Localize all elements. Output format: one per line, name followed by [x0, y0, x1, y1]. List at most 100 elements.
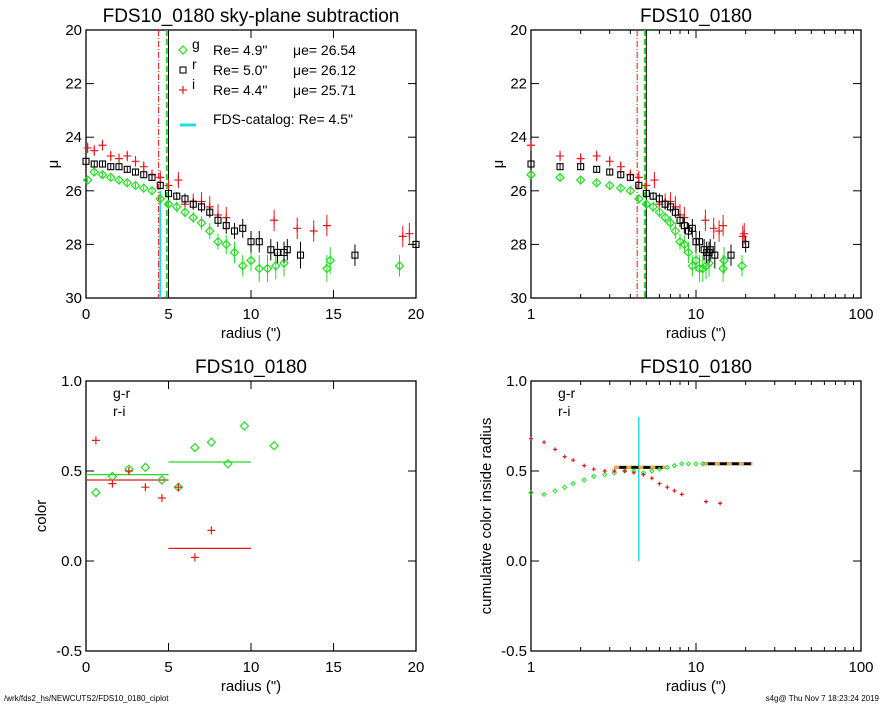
- y-tick-label: 0.0: [506, 553, 527, 570]
- data-point-gr: [223, 458, 233, 469]
- data-point-g: [322, 263, 332, 274]
- data-point-ri: [718, 501, 723, 506]
- x-tick-label: 5: [164, 306, 172, 323]
- legend-re-i: Re= 4.4": [213, 82, 267, 98]
- data-point-r: [140, 171, 148, 179]
- data-point-r: [283, 246, 291, 254]
- data-point-gr: [552, 488, 558, 494]
- x-tick-label: 10: [243, 659, 260, 676]
- x-tick-label: 15: [325, 659, 342, 676]
- data-point-r: [635, 181, 643, 189]
- data-point-r: [197, 203, 206, 211]
- y-tick-label: -0.5: [56, 643, 82, 660]
- x-tick-label: 1: [527, 306, 535, 323]
- data-point-g: [679, 239, 690, 250]
- data-point-r: [181, 195, 189, 203]
- data-point-r: [131, 168, 140, 176]
- data-point-r: [255, 238, 263, 246]
- legend-mu-i: μe= 25.71: [293, 82, 356, 98]
- data-point-ri: [91, 436, 100, 445]
- data-point-ri: [641, 472, 646, 477]
- data-point-r: [593, 165, 601, 173]
- data-point-ri: [529, 436, 533, 441]
- data-point-gr: [561, 484, 568, 490]
- data-point-i: [592, 151, 601, 160]
- data-point-g: [229, 247, 240, 258]
- data-point-r: [206, 208, 214, 216]
- data-point-g: [180, 207, 190, 218]
- data-point-g: [575, 175, 586, 185]
- data-point-g: [625, 185, 636, 196]
- data-point-gr: [190, 442, 200, 453]
- data-point-i: [650, 176, 659, 185]
- data-point-g: [130, 180, 141, 191]
- data-point-r: [273, 248, 281, 256]
- data-point-g: [719, 255, 729, 266]
- data-point-r: [617, 171, 625, 179]
- chart-title: FDS10_0180 sky-plane subtraction: [103, 6, 400, 27]
- y-axis-label: μ: [45, 160, 62, 169]
- data-point-gr: [602, 471, 608, 478]
- data-point-r: [189, 200, 197, 208]
- data-point-g: [155, 193, 166, 204]
- data-point-i: [106, 151, 115, 160]
- y-tick-label: 26: [65, 183, 82, 200]
- data-point-gr: [679, 461, 685, 467]
- data-point-r: [695, 238, 704, 246]
- y-axis-label: cumulative color inside radius: [478, 418, 495, 615]
- data-point-g: [122, 177, 133, 188]
- data-point-g: [237, 260, 248, 271]
- data-point-i: [715, 227, 724, 235]
- data-point-ri: [622, 469, 627, 473]
- data-point-r: [230, 227, 239, 235]
- y-tick-label: 0.5: [506, 463, 527, 480]
- data-point-ri: [602, 469, 607, 473]
- data-point-g: [204, 226, 215, 236]
- data-point-r: [156, 181, 164, 189]
- y-tick-label: 28: [510, 236, 527, 253]
- y-tick-label: 24: [510, 129, 527, 146]
- data-point-ri: [174, 483, 183, 492]
- chart-title: FDS10_0180: [640, 6, 752, 27]
- footer-timestamp: s4g@ Thu Nov 7 18:23:24 2019: [765, 694, 879, 703]
- data-point-i: [293, 224, 302, 233]
- data-point-r: [239, 224, 247, 232]
- data-point-i: [709, 224, 718, 233]
- x-axis-label: radius ("): [666, 325, 726, 342]
- y-tick-label: 20: [510, 22, 527, 39]
- data-point-r: [173, 192, 181, 200]
- data-point-g: [221, 239, 232, 250]
- data-point-r: [148, 173, 156, 181]
- data-point-gr: [107, 471, 118, 482]
- y-axis-label: color: [33, 500, 50, 533]
- data-point-r: [267, 246, 275, 254]
- data-point-g: [213, 236, 223, 247]
- data-point-r: [727, 251, 735, 259]
- data-point-gr: [528, 489, 534, 496]
- data-point-r: [556, 163, 564, 171]
- x-tick-label: 100: [848, 659, 873, 676]
- y-tick-label: 30: [510, 290, 527, 307]
- data-point-gr: [693, 461, 699, 467]
- data-point-i: [83, 143, 92, 152]
- data-point-i: [616, 162, 625, 171]
- legend-re-g: Re= 4.9": [213, 42, 267, 58]
- legend-ri: r-i: [558, 403, 570, 419]
- y-tick-label: 22: [65, 76, 82, 93]
- data-point-r: [214, 216, 222, 224]
- data-point-gr: [649, 468, 655, 474]
- data-point-ri: [631, 470, 636, 475]
- y-tick-label: 22: [510, 76, 527, 93]
- data-point-i: [164, 181, 173, 190]
- data-point-g: [171, 202, 182, 212]
- data-point-ri: [571, 458, 576, 463]
- data-point-g: [82, 175, 93, 185]
- data-point-r: [222, 222, 230, 230]
- data-point-i: [322, 221, 331, 230]
- data-point-ri: [542, 440, 547, 445]
- data-point-i: [556, 151, 565, 160]
- data-point-ri: [657, 481, 662, 486]
- data-point-ri: [704, 499, 709, 504]
- data-point-g: [526, 169, 536, 180]
- data-point-gr: [591, 473, 597, 480]
